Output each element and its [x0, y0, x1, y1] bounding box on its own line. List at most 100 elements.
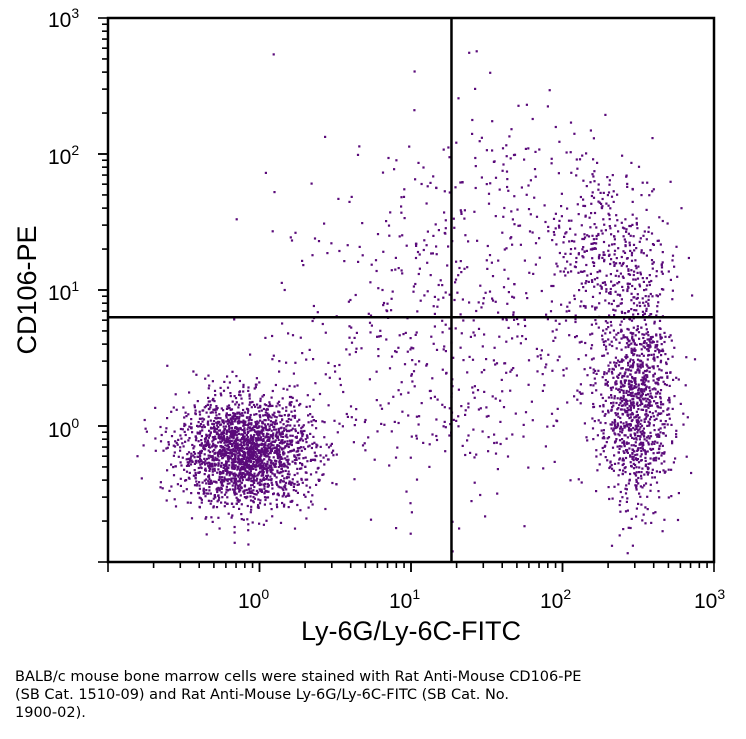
- scatter-point: [614, 309, 617, 312]
- scatter-point: [675, 429, 678, 432]
- scatter-point: [273, 415, 276, 418]
- scatter-point: [369, 518, 373, 521]
- scatter-point: [624, 355, 627, 358]
- scatter-point: [639, 404, 642, 407]
- scatter-point: [621, 263, 624, 266]
- scatter-point: [260, 488, 263, 491]
- scatter-point: [296, 472, 299, 475]
- scatter-point: [608, 244, 611, 247]
- scatter-point: [182, 445, 185, 448]
- scatter-point: [595, 449, 598, 452]
- scatter-point: [597, 326, 600, 329]
- scatter-point: [231, 445, 234, 448]
- scatter-point: [661, 348, 664, 351]
- scatter-point: [558, 226, 561, 229]
- scatter-point: [596, 283, 599, 286]
- scatter-point: [569, 121, 573, 124]
- scatter-point: [555, 243, 558, 246]
- scatter-point: [166, 446, 169, 449]
- scatter-point: [579, 392, 583, 395]
- scatter-point: [312, 419, 315, 422]
- scatter-point: [208, 466, 211, 469]
- scatter-point: [244, 423, 247, 426]
- scatter-point: [267, 478, 270, 481]
- scatter-point: [318, 478, 321, 482]
- scatter-point: [226, 438, 229, 441]
- scatter-point: [224, 440, 227, 443]
- scatter-point: [223, 480, 226, 483]
- scatter-point: [249, 470, 252, 473]
- scatter-point: [264, 419, 267, 422]
- scatter-point: [166, 364, 169, 367]
- scatter-point: [634, 441, 637, 444]
- scatter-point: [174, 505, 178, 508]
- scatter-point: [226, 482, 229, 485]
- scatter-point: [425, 202, 428, 205]
- scatter-point: [279, 464, 282, 467]
- scatter-point: [241, 463, 244, 466]
- scatter-point: [299, 509, 302, 512]
- scatter-point: [280, 486, 283, 489]
- scatter-point: [259, 466, 263, 469]
- scatter-point: [668, 335, 671, 339]
- scatter-point: [657, 490, 660, 493]
- scatter-point: [626, 436, 629, 439]
- scatter-point: [618, 439, 622, 442]
- scatter-point: [644, 522, 647, 525]
- scatter-point: [183, 430, 186, 433]
- scatter-point: [234, 442, 237, 445]
- scatter-point: [544, 366, 547, 369]
- scatter-point: [260, 409, 263, 412]
- scatter-point: [308, 486, 312, 489]
- scatter-point: [673, 265, 676, 268]
- scatter-point: [211, 459, 214, 462]
- scatter-point: [282, 470, 285, 473]
- scatter-point: [282, 480, 285, 483]
- scatter-point: [278, 360, 281, 363]
- scatter-point: [603, 258, 606, 261]
- scatter-point: [610, 340, 613, 343]
- scatter-point: [193, 469, 196, 472]
- scatter-point: [662, 432, 665, 435]
- scatter-point: [227, 448, 230, 451]
- scatter-point: [309, 459, 312, 462]
- scatter-point: [654, 440, 657, 443]
- scatter-point: [441, 319, 444, 322]
- scatter-point: [541, 373, 544, 376]
- scatter-point: [616, 445, 619, 448]
- scatter-point: [279, 427, 282, 430]
- scatter-point: [560, 205, 563, 208]
- scatter-point: [656, 392, 659, 395]
- scatter-point: [136, 455, 139, 458]
- scatter-point: [528, 230, 532, 233]
- scatter-point: [437, 298, 440, 301]
- scatter-point: [325, 454, 328, 457]
- scatter-point: [266, 432, 269, 435]
- scatter-point: [429, 181, 432, 184]
- scatter-point: [267, 458, 271, 461]
- scatter-point: [185, 470, 189, 473]
- scatter-point: [637, 429, 640, 432]
- scatter-point: [645, 413, 648, 416]
- scatter-point: [225, 485, 228, 488]
- scatter-point: [305, 405, 308, 408]
- scatter-point: [285, 361, 288, 364]
- scatter-point: [239, 469, 242, 472]
- scatter-point: [335, 483, 338, 486]
- scatter-point: [257, 456, 260, 460]
- scatter-point: [243, 431, 246, 434]
- scatter-point: [245, 463, 248, 466]
- scatter-point: [409, 456, 412, 459]
- scatter-point: [287, 506, 290, 509]
- scatter-point: [632, 362, 635, 365]
- scatter-point: [635, 297, 638, 300]
- scatter-point: [491, 297, 494, 300]
- scatter-point: [652, 424, 655, 427]
- scatter-point: [241, 429, 244, 432]
- scatter-point: [248, 393, 251, 396]
- scatter-point: [234, 403, 237, 406]
- scatter-point: [268, 464, 271, 467]
- scatter-point: [630, 342, 633, 345]
- scatter-point: [207, 436, 210, 439]
- scatter-point: [631, 335, 634, 338]
